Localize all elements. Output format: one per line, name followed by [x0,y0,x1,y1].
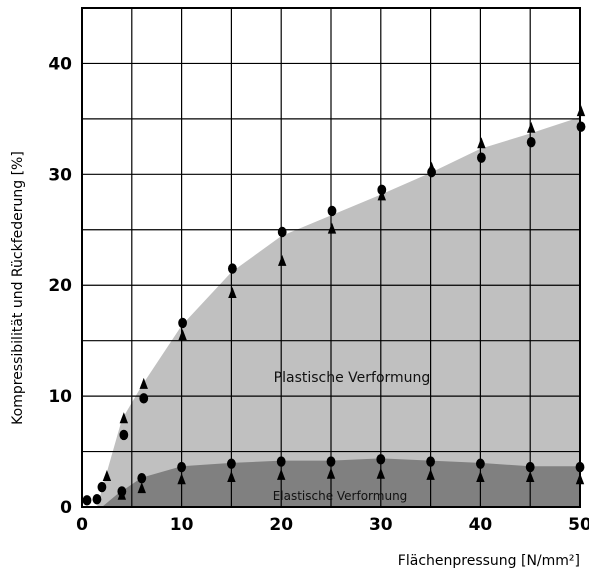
data-point-triangle [477,137,486,149]
data-point-circle [476,458,485,469]
region-plastic [96,117,580,508]
data-point-triangle [476,471,485,483]
regions [96,117,581,508]
data-point-triangle [377,189,386,201]
x-tick-label: 30 [369,515,393,535]
plot-frame [81,7,581,508]
data-point-triangle [178,329,187,341]
data-point-circle [326,456,336,467]
data-point-triangle [376,467,385,479]
data-point-circle [227,458,236,469]
x-tick-label: 50 [568,515,589,535]
data-point-circle [119,429,129,441]
data-point-circle [178,317,187,329]
data-point-triangle [526,121,536,133]
region-elastic [101,458,581,507]
data-point-triangle [228,286,237,298]
data-point-triangle [102,469,112,481]
data-point-triangle [426,468,435,480]
data-point-triangle [139,377,148,389]
y-tick-label: 0 [60,498,72,518]
data-point-triangle [575,473,585,485]
data-point-triangle [326,467,336,479]
data-point-circle [227,263,237,274]
data-point-circle [177,461,187,473]
data-point-triangle [427,161,436,173]
y-tick-label: 40 [48,54,72,74]
data-point-triangle [119,412,129,424]
data-point-circle [525,461,535,473]
region-label-plastic: Plastische Verformung [274,370,431,386]
tick-labels: 0 10 20 30 40 50 0 10 20 30 40 [48,54,589,535]
data-point-triangle [526,471,535,483]
y-tick-label: 10 [48,387,72,407]
data-point-triangle [277,468,286,480]
data-point-triangle [177,473,186,485]
data-point-triangle [227,471,236,483]
data-point-triangle [117,488,127,500]
data-point-circle [137,472,147,484]
data-point-circle [139,393,149,404]
data-point-triangle [327,222,337,234]
data-point-circle [575,461,585,473]
data-point-circle [82,495,92,506]
data-point-circle [526,136,536,148]
region-label-elastic: Elastische Verformung [273,489,408,503]
data-point-triangle [277,254,287,266]
data-point-circle [327,205,337,217]
data-point-circle [576,121,586,132]
data-point-circle [276,456,286,467]
x-tick-label: 10 [170,515,194,535]
data-point-circle [92,494,102,505]
data-point-triangle [137,482,146,494]
y-axis-label: Kompressibilität und Rückfederung [%] [10,151,26,425]
x-axis-label: Flächenpressung [N/mm²] [398,553,580,569]
data-point-circle [476,152,486,163]
x-tick-label: 0 [76,515,88,535]
data-point-triangle [576,105,586,117]
y-tick-label: 20 [48,276,72,296]
data-point-circle [277,226,287,238]
x-tick-label: 20 [269,515,293,535]
data-marks [82,105,586,506]
y-tick-label: 30 [48,165,72,185]
data-point-circle [376,454,386,465]
grid [81,7,581,508]
data-point-circle [426,456,435,467]
data-point-circle [97,481,107,493]
x-tick-label: 40 [469,515,493,535]
